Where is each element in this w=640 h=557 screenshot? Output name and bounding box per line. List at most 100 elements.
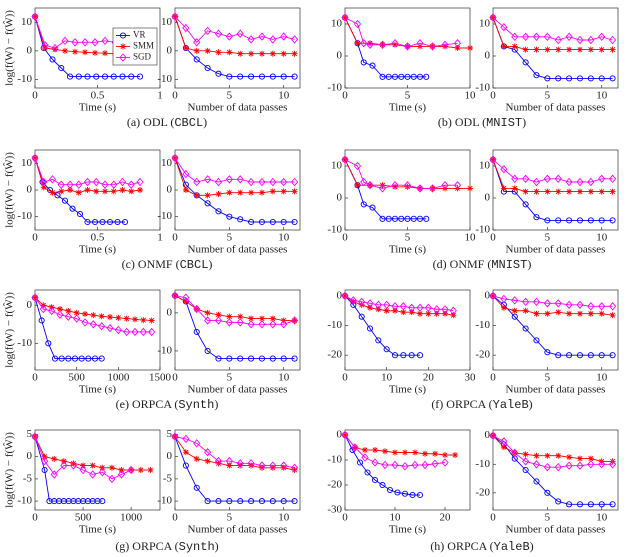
- marker: [598, 352, 605, 359]
- marker: [60, 458, 67, 465]
- marker: [576, 188, 583, 195]
- x-axis-label: Time (s): [389, 384, 427, 396]
- marker: [84, 187, 91, 193]
- marker: [522, 46, 529, 53]
- x-axis-label: Time (s): [79, 384, 117, 396]
- marker: [248, 189, 255, 196]
- marker: [226, 73, 233, 80]
- y-tick-label: -5: [23, 472, 33, 484]
- marker: [587, 455, 594, 462]
- marker: [269, 73, 276, 80]
- marker: [360, 201, 367, 208]
- marker: [533, 337, 540, 344]
- marker: [67, 187, 73, 193]
- y-tick-label: 0: [27, 184, 33, 196]
- x-tick-label: 10: [596, 512, 608, 524]
- marker: [374, 300, 382, 310]
- marker: [84, 218, 91, 226]
- marker: [57, 180, 65, 189]
- x-axis-label: Time (s): [389, 102, 427, 114]
- marker: [522, 451, 529, 458]
- y-tick-label: 0: [485, 192, 491, 204]
- marker: [576, 217, 584, 224]
- marker: [236, 459, 244, 468]
- marker: [79, 465, 87, 475]
- marker: [40, 184, 47, 191]
- plot-frame: [492, 429, 619, 511]
- marker: [522, 297, 530, 307]
- caption-part: (a) ODL (: [127, 115, 175, 129]
- caption: (g) ORPCA (Synth): [115, 539, 218, 554]
- marker: [608, 35, 617, 45]
- marker: [360, 59, 367, 66]
- marker: [73, 309, 80, 316]
- marker: [269, 461, 277, 470]
- marker: [280, 188, 287, 195]
- y-tick-label: 0: [337, 50, 343, 62]
- marker: [248, 462, 255, 469]
- caption-part: (g) ORPCA (: [115, 539, 178, 553]
- x-tick-label: 10: [596, 90, 608, 102]
- marker: [598, 302, 606, 311]
- plot-frame: [344, 149, 471, 231]
- marker: [403, 42, 412, 51]
- marker: [566, 75, 573, 82]
- marker: [609, 75, 616, 82]
- marker: [38, 317, 45, 324]
- marker: [41, 453, 48, 460]
- marker: [41, 40, 49, 50]
- x-tick-label: 5: [545, 232, 551, 244]
- marker: [416, 215, 424, 222]
- marker: [193, 38, 201, 47]
- plot-frame: [492, 149, 619, 231]
- y-tick-label: 0: [27, 450, 33, 462]
- marker: [214, 177, 223, 187]
- x-tick-label: 20: [423, 372, 435, 384]
- marker: [598, 217, 605, 224]
- marker: [290, 177, 299, 187]
- y-tick-label: -10: [17, 73, 32, 85]
- marker: [89, 320, 97, 329]
- marker: [41, 466, 48, 474]
- y-tick-label: 0: [27, 44, 33, 56]
- marker: [127, 180, 135, 189]
- marker: [369, 204, 376, 211]
- marker: [90, 312, 97, 319]
- caption-part: ): [529, 397, 533, 411]
- marker: [280, 177, 288, 187]
- series-line: [174, 436, 295, 502]
- marker: [609, 501, 616, 508]
- legend-label: SMM: [133, 41, 154, 51]
- marker: [48, 175, 57, 184]
- marker: [31, 293, 39, 302]
- marker: [81, 38, 89, 47]
- marker: [587, 188, 594, 195]
- marker: [364, 469, 371, 476]
- marker: [392, 41, 398, 48]
- marker: [522, 466, 529, 474]
- marker: [341, 13, 349, 22]
- marker: [71, 38, 79, 47]
- y-axis-label: log(f(W) − f(Ŵ)): [3, 292, 16, 368]
- marker: [544, 310, 551, 317]
- marker: [587, 75, 594, 82]
- series-line: [34, 436, 132, 480]
- caption-part: Synth: [179, 540, 215, 554]
- marker: [31, 153, 39, 163]
- marker: [404, 73, 411, 80]
- marker: [489, 291, 497, 301]
- marker: [433, 310, 440, 317]
- marker: [587, 35, 595, 45]
- x-tick-label: 500: [75, 512, 92, 524]
- marker: [269, 188, 276, 195]
- marker: [366, 181, 374, 190]
- marker: [354, 182, 361, 189]
- marker: [381, 460, 389, 470]
- marker: [226, 355, 233, 362]
- marker: [416, 39, 424, 48]
- marker: [72, 48, 78, 55]
- marker: [394, 489, 401, 496]
- x-tick-label: 0: [32, 90, 38, 102]
- marker: [555, 309, 562, 316]
- series-line: [34, 157, 125, 223]
